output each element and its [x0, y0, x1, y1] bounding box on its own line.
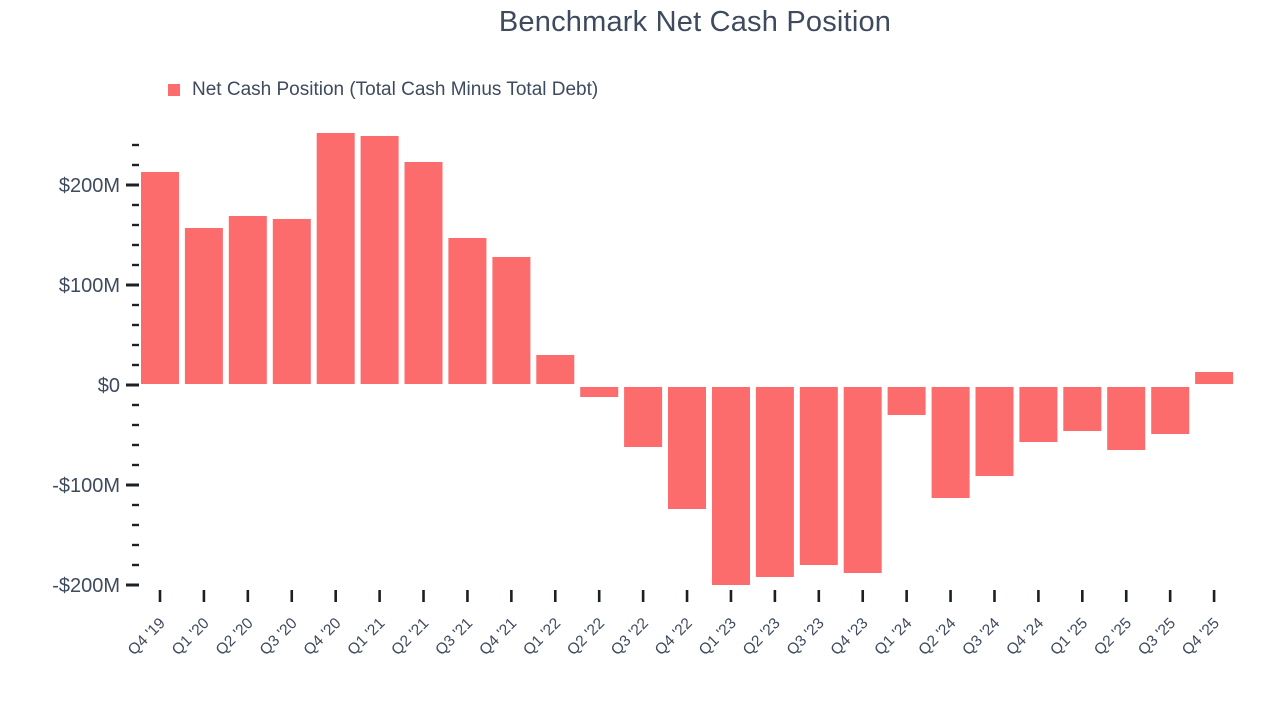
chart-title: Benchmark Net Cash Position — [498, 6, 892, 38]
y-axis-tick-label: $0 — [98, 375, 120, 397]
x-axis-tick-label: Q4 '21 — [476, 615, 520, 659]
bar-q125[interactable] — [1063, 387, 1102, 431]
legend: Net Cash Position (Total Cash Minus Tota… — [168, 79, 598, 101]
x-axis-tick-label: Q4 '25 — [1179, 615, 1223, 659]
bar-q420[interactable] — [316, 133, 355, 384]
bar-q322[interactable] — [624, 387, 663, 447]
bar-q220[interactable] — [228, 216, 267, 384]
x-axis-tick-label: Q1 '24 — [871, 615, 915, 659]
bar-q321[interactable] — [448, 238, 487, 384]
bar-q425[interactable] — [1195, 372, 1234, 384]
x-axis-tick-label: Q1 '21 — [344, 615, 388, 659]
bar-q123[interactable] — [712, 387, 750, 585]
x-axis-tick-label: Q2 '25 — [1091, 615, 1135, 659]
x-axis-tick-label: Q1 '20 — [169, 615, 213, 659]
x-axis-tick-label: Q1 '23 — [696, 615, 740, 659]
bar-q419[interactable] — [141, 172, 179, 384]
bar-q325[interactable] — [1151, 387, 1190, 434]
bar-q324[interactable] — [975, 387, 1014, 476]
bar-q222[interactable] — [580, 387, 619, 397]
x-axis-tick-label: Q3 '20 — [257, 615, 301, 659]
legend-label: Net Cash Position (Total Cash Minus Tota… — [192, 79, 599, 100]
x-axis-tick-label: Q4 '19 — [125, 615, 169, 659]
y-axis-tick-label: -$100M — [52, 475, 120, 497]
bar-q320[interactable] — [272, 219, 311, 384]
x-axis-tick-label: Q4 '23 — [828, 615, 872, 659]
x-axis-tick-label: Q3 '22 — [608, 615, 652, 659]
bar-q223[interactable] — [755, 387, 794, 577]
bar-q225[interactable] — [1107, 387, 1146, 450]
bar-q421[interactable] — [492, 257, 531, 384]
legend-swatch-icon — [168, 84, 180, 96]
bar-q221[interactable] — [404, 162, 443, 384]
x-axis-tick-label: Q1 '22 — [520, 615, 564, 659]
bar-q122[interactable] — [536, 355, 575, 384]
x-axis-tick-label: Q3 '21 — [432, 615, 476, 659]
x-axis-tick-label: Q1 '25 — [1047, 615, 1091, 659]
bar-q424[interactable] — [1019, 387, 1058, 442]
bar-q224[interactable] — [931, 387, 970, 498]
bar-q124[interactable] — [887, 387, 926, 415]
bar-q423[interactable] — [843, 387, 882, 573]
x-axis-tick-label: Q3 '25 — [1135, 615, 1179, 659]
x-axis-tick-label: Q3 '24 — [959, 615, 1003, 659]
x-axis-tick-label: Q2 '21 — [388, 615, 432, 659]
legend-item-net-cash-position[interactable]: Net Cash Position (Total Cash Minus Tota… — [168, 79, 598, 101]
bar-q120[interactable] — [184, 228, 223, 384]
x-axis-tick-label: Q3 '23 — [784, 615, 828, 659]
bar-q121[interactable] — [360, 136, 399, 384]
x-axis-tick-label: Q4 '22 — [652, 615, 696, 659]
x-axis-tick-label: Q2 '22 — [564, 615, 608, 659]
bar-q422[interactable] — [668, 387, 706, 509]
x-axis-tick-label: Q4 '20 — [301, 615, 345, 659]
y-axis-tick-label: $100M — [59, 275, 120, 297]
x-axis-tick-label: Q4 '24 — [1003, 615, 1047, 659]
x-axis-tick-label: Q2 '23 — [740, 615, 784, 659]
x-axis-tick-label: Q2 '24 — [915, 615, 959, 659]
bar-q323[interactable] — [799, 387, 838, 565]
x-axis-tick-label: Q2 '20 — [213, 615, 257, 659]
y-axis-tick-label: $200M — [59, 175, 120, 197]
y-axis-tick-label: -$200M — [52, 575, 120, 597]
